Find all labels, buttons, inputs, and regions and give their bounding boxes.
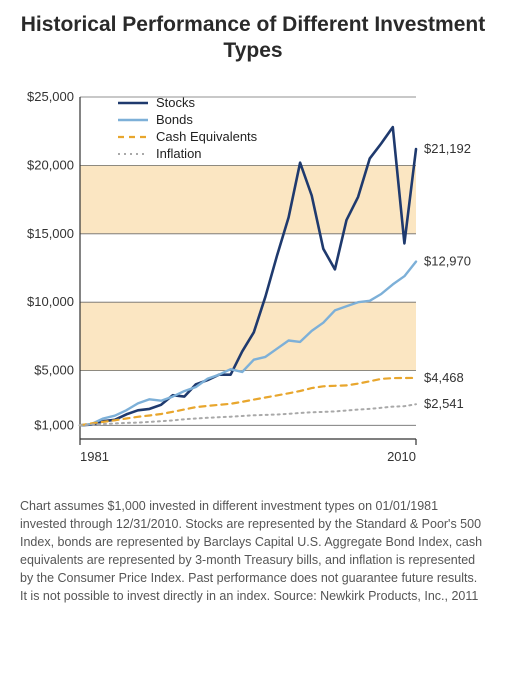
y-axis-label: $10,000 <box>27 294 74 309</box>
chart-container: $1,000 $5,000 $10,000 $15,000 $20,000 $25,000… <box>18 79 488 479</box>
series-cash-equivalents <box>80 377 416 424</box>
y-axis-label: $20,000 <box>27 157 74 172</box>
legend-label: Stocks <box>156 95 196 110</box>
legend-label: Inflation <box>156 146 202 161</box>
shaded-band <box>80 302 416 370</box>
legend-label: Bonds <box>156 112 193 127</box>
x-axis-label: 1981 <box>80 449 109 464</box>
legend-label: Cash Equivalents <box>156 129 258 144</box>
y-axis-label: $5,000 <box>34 362 74 377</box>
end-label-bonds: $12,970 <box>424 253 471 268</box>
end-label-inflation: $2,541 <box>424 396 464 411</box>
chart-caption: Chart assumes $1,000 invested in differe… <box>18 497 488 606</box>
y-axis-label: $25,000 <box>27 89 74 104</box>
x-axis-label: 2010 <box>387 449 416 464</box>
chart-title: Historical Performance of Different Inve… <box>18 12 488 65</box>
chart-svg: $1,000 $5,000 $10,000 $15,000 $20,000 $25,000… <box>18 79 488 479</box>
end-label-stocks: $21,192 <box>424 141 471 156</box>
y-axis-label: $15,000 <box>27 225 74 240</box>
end-label-cash-equivalents: $4,468 <box>424 369 464 384</box>
y-axis-label: $1,000 <box>34 417 74 432</box>
